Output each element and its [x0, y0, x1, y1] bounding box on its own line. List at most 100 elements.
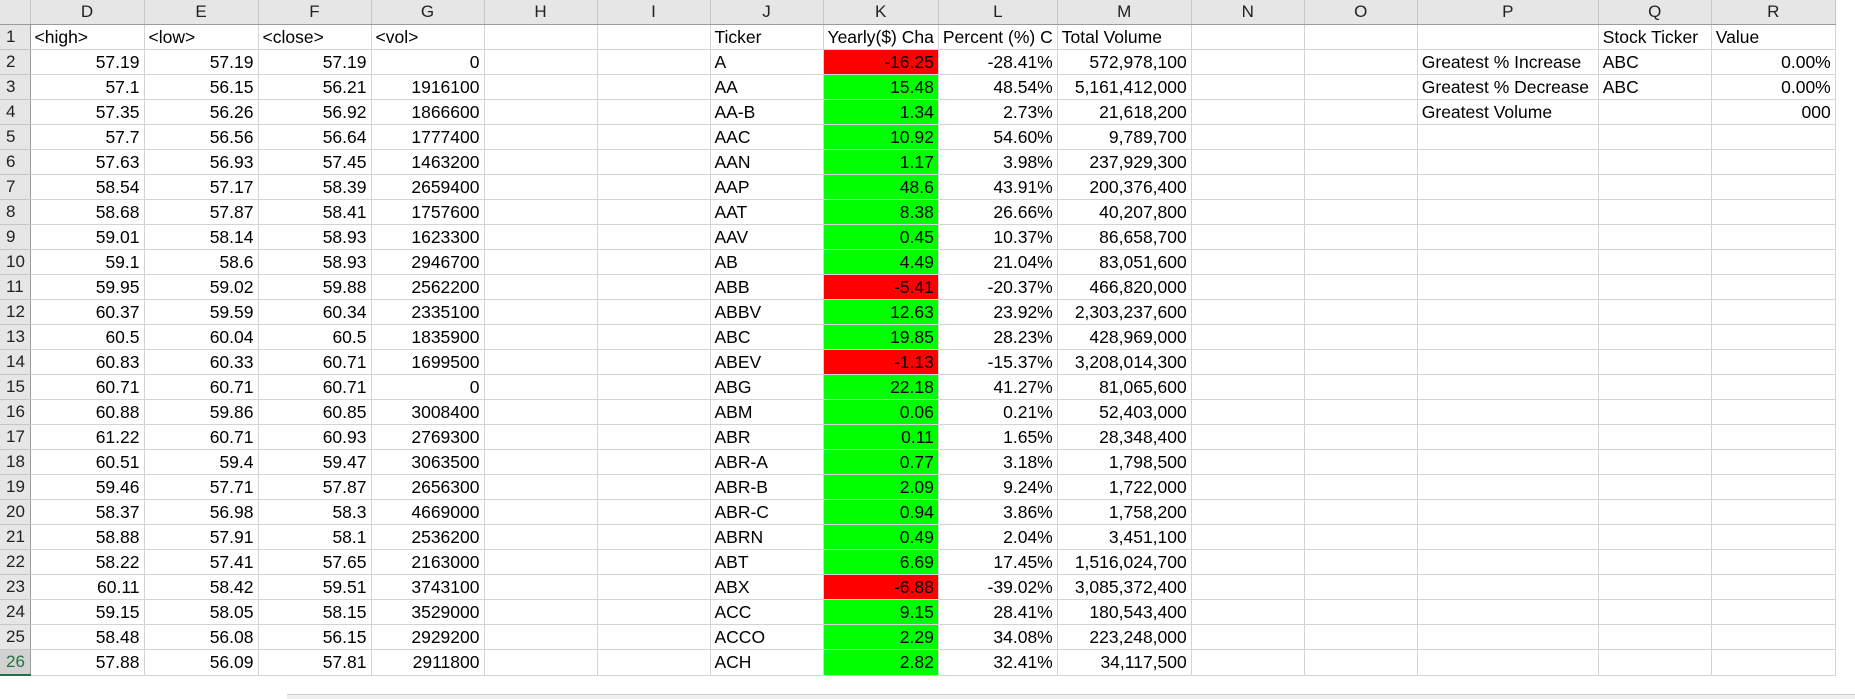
cell-j[interactable]: Ticker: [710, 24, 824, 50]
cell-i[interactable]: [597, 224, 711, 250]
row-header[interactable]: 7: [0, 174, 31, 200]
cell-m[interactable]: 466,820,000: [1057, 274, 1192, 300]
cell-h[interactable]: [484, 99, 598, 125]
cell-r[interactable]: [1711, 649, 1836, 676]
cell-k[interactable]: 2.82: [823, 649, 939, 676]
cell-k[interactable]: 2.09: [823, 474, 939, 500]
cell-e[interactable]: 57.87: [144, 199, 259, 225]
cell-j[interactable]: ACC: [710, 599, 824, 625]
cell-q[interactable]: [1598, 224, 1712, 250]
cell-o[interactable]: [1304, 649, 1418, 676]
cell-i[interactable]: [597, 474, 711, 500]
cell-f[interactable]: 56.21: [258, 74, 372, 100]
cell-r[interactable]: [1711, 324, 1836, 350]
cell-d[interactable]: 60.51: [30, 449, 145, 475]
cell-p[interactable]: [1417, 449, 1599, 475]
cell-p[interactable]: [1417, 174, 1599, 200]
cell-r[interactable]: [1711, 474, 1836, 500]
cell-l[interactable]: 43.91%: [938, 174, 1058, 200]
cell-m[interactable]: 28,348,400: [1057, 424, 1192, 450]
cell-l[interactable]: 41.27%: [938, 374, 1058, 400]
cell-p[interactable]: [1417, 149, 1599, 175]
cell-f[interactable]: 56.64: [258, 124, 372, 150]
cell-k[interactable]: 1.34: [823, 99, 939, 125]
cell-h[interactable]: [484, 449, 598, 475]
cell-f[interactable]: 58.93: [258, 224, 372, 250]
cell-o[interactable]: [1304, 549, 1418, 575]
cell-r[interactable]: [1711, 299, 1836, 325]
cell-q[interactable]: [1598, 274, 1712, 300]
cell-n[interactable]: [1191, 274, 1305, 300]
cell-r[interactable]: [1711, 599, 1836, 625]
horizontal-scrollbar[interactable]: [287, 694, 1855, 699]
cell-j[interactable]: ACH: [710, 649, 824, 676]
cell-d[interactable]: 58.54: [30, 174, 145, 200]
cell-j[interactable]: ABBV: [710, 299, 824, 325]
cell-q[interactable]: [1598, 349, 1712, 375]
cell-o[interactable]: [1304, 399, 1418, 425]
cell-f[interactable]: 57.45: [258, 149, 372, 175]
cell-q[interactable]: [1598, 299, 1712, 325]
cell-i[interactable]: [597, 324, 711, 350]
cell-k[interactable]: 9.15: [823, 599, 939, 625]
cell-l[interactable]: 3.98%: [938, 149, 1058, 175]
column-header-m[interactable]: M: [1057, 0, 1192, 25]
cell-o[interactable]: [1304, 299, 1418, 325]
row-header[interactable]: 18: [0, 449, 31, 475]
cell-m[interactable]: 237,929,300: [1057, 149, 1192, 175]
cell-m[interactable]: 3,451,100: [1057, 524, 1192, 550]
cell-h[interactable]: [484, 399, 598, 425]
cell-n[interactable]: [1191, 99, 1305, 125]
cell-e[interactable]: 57.91: [144, 524, 259, 550]
cell-o[interactable]: [1304, 424, 1418, 450]
cell-q[interactable]: [1598, 524, 1712, 550]
cell-r[interactable]: [1711, 499, 1836, 525]
cell-n[interactable]: [1191, 499, 1305, 525]
cell-n[interactable]: [1191, 524, 1305, 550]
cell-e[interactable]: 57.17: [144, 174, 259, 200]
cell-q[interactable]: ABC: [1598, 74, 1712, 100]
cell-d[interactable]: 60.11: [30, 574, 145, 600]
cell-f[interactable]: 57.87: [258, 474, 372, 500]
cell-i[interactable]: [597, 624, 711, 650]
column-header-d[interactable]: D: [30, 0, 145, 25]
cell-k[interactable]: 2.29: [823, 624, 939, 650]
cell-e[interactable]: 59.4: [144, 449, 259, 475]
row-header[interactable]: 20: [0, 499, 31, 525]
cell-q[interactable]: [1598, 99, 1712, 125]
cell-j[interactable]: ABR-A: [710, 449, 824, 475]
cell-r[interactable]: [1711, 224, 1836, 250]
row-header[interactable]: 8: [0, 199, 31, 225]
cell-m[interactable]: 34,117,500: [1057, 649, 1192, 676]
cell-g[interactable]: 1916100: [371, 74, 485, 100]
cell-d[interactable]: 59.1: [30, 249, 145, 275]
cell-i[interactable]: [597, 549, 711, 575]
cell-o[interactable]: [1304, 624, 1418, 650]
cell-p[interactable]: [1417, 199, 1599, 225]
cell-i[interactable]: [597, 74, 711, 100]
cell-d[interactable]: 59.95: [30, 274, 145, 300]
cell-i[interactable]: [597, 49, 711, 75]
cell-e[interactable]: 60.71: [144, 374, 259, 400]
cell-j[interactable]: AAV: [710, 224, 824, 250]
cell-o[interactable]: [1304, 49, 1418, 75]
cell-f[interactable]: 58.15: [258, 599, 372, 625]
cell-r[interactable]: Value: [1711, 24, 1836, 50]
cell-k[interactable]: 0.49: [823, 524, 939, 550]
cell-e[interactable]: 60.71: [144, 424, 259, 450]
cell-i[interactable]: [597, 399, 711, 425]
cell-p[interactable]: [1417, 224, 1599, 250]
cell-g[interactable]: 1777400: [371, 124, 485, 150]
cell-d[interactable]: 58.48: [30, 624, 145, 650]
cell-m[interactable]: 40,207,800: [1057, 199, 1192, 225]
cell-g[interactable]: 2335100: [371, 299, 485, 325]
cell-d[interactable]: 60.5: [30, 324, 145, 350]
column-header-g[interactable]: G: [371, 0, 485, 25]
cell-g[interactable]: 3743100: [371, 574, 485, 600]
cell-o[interactable]: [1304, 324, 1418, 350]
cell-d[interactable]: 60.71: [30, 374, 145, 400]
cell-p[interactable]: [1417, 424, 1599, 450]
cell-k[interactable]: 15.48: [823, 74, 939, 100]
cell-q[interactable]: [1598, 324, 1712, 350]
